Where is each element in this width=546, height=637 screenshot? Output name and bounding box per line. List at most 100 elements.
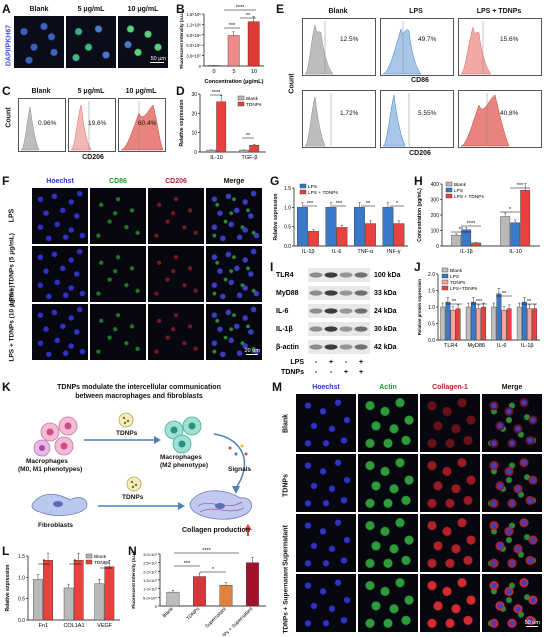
y-axis-label: Relative protein expression — [417, 279, 422, 335]
panel-f-col-3: CD206 — [165, 178, 187, 185]
legend-label: LPS+TDNPs — [450, 286, 478, 292]
panel-e-pct-bot-1: 1.72% — [340, 110, 359, 117]
y-tick-label: 1.5×10⁶ — [186, 12, 201, 17]
bar — [193, 576, 206, 607]
significance-label: **** — [467, 221, 476, 227]
bar — [445, 301, 451, 341]
panel-e-facs-top-2 — [380, 18, 454, 76]
y-tick-label: 1.0 — [428, 305, 435, 311]
panel-e-ylabel: Count — [288, 73, 296, 94]
y-tick-label: 1.0 — [284, 205, 291, 211]
panel-a-scalebar — [150, 62, 164, 63]
y-tick-label: 200 — [431, 213, 440, 219]
significance-label: ** — [452, 299, 457, 305]
bar — [33, 579, 43, 621]
bar — [455, 308, 461, 341]
legend-label: Blank — [454, 182, 467, 188]
panel-m-row-2: TDNPs — [282, 474, 290, 497]
panel-c-label: C — [2, 84, 11, 98]
bar — [481, 306, 487, 341]
y-tick-label: 0.5 — [18, 597, 25, 603]
panel-f-cd206-2 — [148, 246, 204, 302]
panel-m-collagen-3 — [420, 514, 480, 572]
significance-label: ** — [527, 299, 532, 305]
panel-m-collagen-1 — [420, 394, 480, 452]
panel-f-cd206-1 — [148, 188, 204, 244]
panel-e-xlabel-top: CD86 — [411, 77, 429, 84]
panel-k-tdnps-1: TDNPs — [116, 430, 138, 437]
blot-band — [339, 290, 353, 296]
x-tick-label: TNF-α — [357, 249, 374, 255]
legend-label: Blank — [246, 96, 259, 102]
panel-f-merge-3: 20 μm — [206, 304, 262, 360]
blot-band — [324, 308, 338, 314]
significance-label: *** — [336, 201, 343, 207]
panel-m-actin-1 — [358, 394, 418, 452]
panel-f-row-3: LPS + TDNPs (10 μg/mL) — [8, 285, 16, 362]
panel-e-pct-top-1: 12.5% — [340, 36, 359, 43]
blot-band — [339, 272, 353, 278]
tdnps-particle-icon-1 — [118, 412, 134, 428]
panel-m-merge-3 — [482, 514, 542, 572]
panel-c-pct-2: 19.6% — [88, 120, 107, 127]
y-tick-label: 100 — [431, 229, 440, 235]
bar — [365, 223, 376, 247]
legend-label: Blank — [450, 268, 463, 274]
panel-c-col-3: 10 μg/mL — [125, 88, 157, 95]
y-tick-label: 2.0×10⁷ — [143, 569, 157, 574]
blot-strip — [308, 268, 370, 282]
x-tick-label: IL-6 — [497, 343, 506, 349]
y-axis-label: Fluorescent Intensity (a.u.) — [179, 11, 184, 69]
legend-swatch — [445, 181, 453, 187]
x-tick-label: 5 — [232, 69, 235, 75]
bar — [246, 562, 259, 607]
panel-a-ylabel: DAPI/PKH67 — [5, 24, 13, 67]
panel-l-chart: 1.5 1.0 0.5 0.0 Fn1 COL1A1 VEGF Relative expres… — [5, 552, 120, 629]
fibroblast-icon — [31, 493, 88, 516]
kda-label: 30 kDa — [374, 326, 397, 333]
treatment-sign: + — [344, 369, 348, 376]
significance-label: ** — [502, 291, 507, 297]
panel-k-mac2: Macrophages — [160, 454, 202, 461]
bar — [461, 229, 472, 247]
panel-e-pct-bot-2: 5.55% — [418, 110, 437, 117]
panel-f-row-1: LPS — [8, 208, 16, 223]
panel-e-facs-top-3 — [458, 18, 542, 76]
significance-label: **** — [202, 548, 211, 554]
blot-band — [309, 272, 323, 278]
bar — [354, 207, 365, 247]
panel-e-col-1: Blank — [328, 8, 348, 15]
panel-m-collagen-2 — [420, 454, 480, 512]
y-tick-label: 0.5 — [428, 322, 435, 328]
kda-label: 100 kDa — [374, 272, 401, 279]
significance-label: **** — [212, 90, 221, 96]
panel-c-pct-1: 0.96% — [38, 120, 57, 127]
y-tick-label: 0.0 — [284, 244, 291, 250]
legend-label: LPS — [450, 274, 459, 280]
significance-label: *** — [517, 183, 524, 189]
panel-a-image-10: 50 μm — [118, 16, 168, 68]
x-tick-label: INF-γ — [387, 249, 401, 255]
blot-band — [339, 308, 353, 314]
bar — [249, 145, 260, 153]
bar — [216, 101, 227, 153]
significance-label: * — [212, 567, 215, 573]
panel-k-mac2b: (M2 phenotype) — [160, 462, 209, 469]
bar — [440, 306, 446, 341]
panel-f-merge-2 — [206, 246, 262, 302]
legend-swatch — [441, 285, 449, 291]
panel-e-pct-top-3: 15.6% — [500, 36, 519, 43]
blot-band — [324, 326, 338, 332]
significance-label: ** — [246, 133, 251, 139]
treatment-label: LPS — [290, 359, 304, 366]
panel-k-signals: Signals — [228, 466, 252, 473]
legend-swatch — [299, 183, 307, 189]
y-tick-label: 1.2×10⁶ — [186, 22, 201, 27]
arrow-icon-1 — [84, 436, 161, 444]
panel-e-col-2: LPS — [409, 8, 423, 15]
band-label: TLR4 — [276, 272, 294, 279]
curved-arrow-icon — [213, 433, 246, 494]
significance-label: *** — [307, 201, 314, 207]
panel-f-merge-1 — [206, 188, 262, 244]
y-tick-label: 300 — [431, 198, 440, 204]
